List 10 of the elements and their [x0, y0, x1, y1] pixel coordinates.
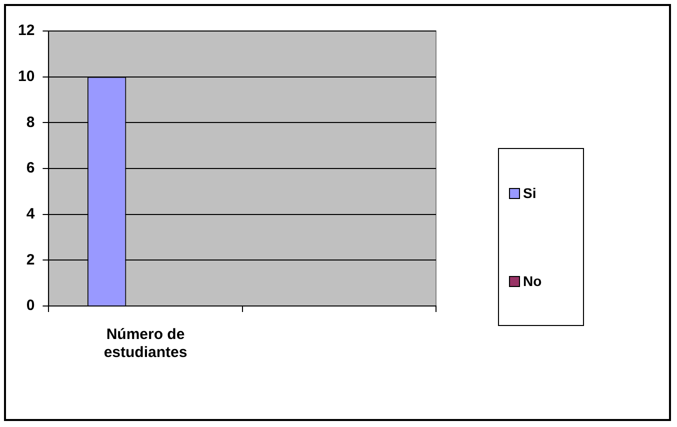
y-tick-label: 12 [18, 22, 35, 40]
y-tick-label: 10 [18, 68, 35, 85]
y-tick-label: 6 [26, 160, 35, 177]
y-tick-label: 8 [26, 114, 35, 131]
legend-label: No [523, 273, 542, 289]
y-tick-label: 2 [26, 251, 35, 268]
y-tick-label: 4 [26, 205, 36, 222]
x-tick-label: Número de estudiantes [104, 326, 188, 362]
y-tick-label: 0 [26, 297, 35, 314]
legend-label: Si [523, 185, 536, 201]
